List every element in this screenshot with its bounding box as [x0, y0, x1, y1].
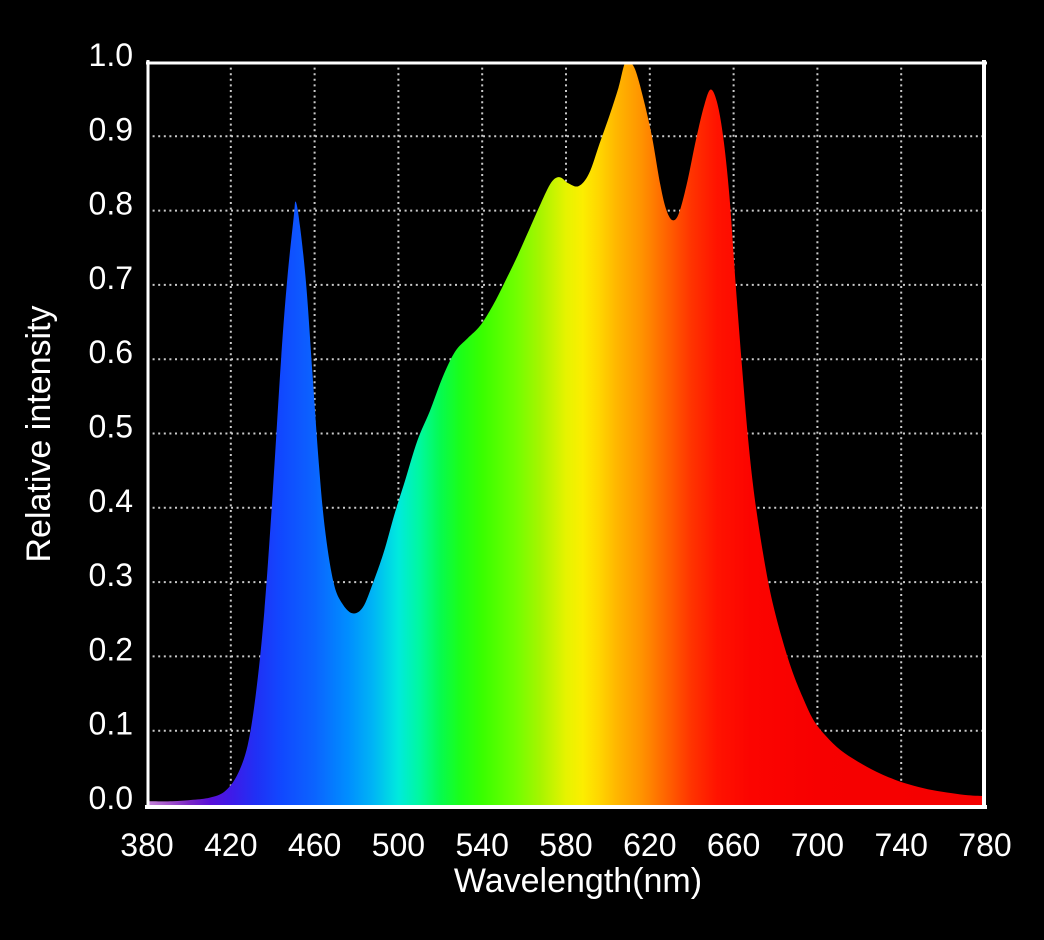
y-tick-label: 0.7: [89, 260, 133, 296]
y-tick-label: 0.5: [89, 409, 133, 445]
y-tick-label: 0.9: [89, 111, 133, 147]
plot-border: [145, 60, 987, 809]
spectrum-area-curve: [147, 62, 985, 805]
y-tick-label: 1.0: [89, 37, 133, 73]
y-tick-label: 0.2: [89, 631, 133, 667]
y-tick-label: 0.3: [89, 557, 133, 593]
x-axis-title: Wavelength(nm): [454, 862, 702, 900]
y-tick-label: 0.6: [89, 334, 133, 370]
x-tick-label: 380: [120, 827, 173, 863]
y-tick-label: 0.1: [89, 706, 133, 742]
x-tick-label: 620: [623, 827, 676, 863]
x-tick-label: 460: [288, 827, 341, 863]
x-tick-label: 660: [707, 827, 760, 863]
y-axis-tick-labels: 0.0 0.1 0.2 0.3 0.4 0.5 0.6 0.7 0.8 0.9 1.0: [89, 37, 133, 816]
x-tick-label: 740: [875, 827, 928, 863]
y-tick-label: 0.0: [89, 780, 133, 816]
y-tick-label: 0.8: [89, 186, 133, 222]
x-tick-label: 580: [539, 827, 592, 863]
x-tick-label: 780: [958, 827, 1011, 863]
y-axis-title: Relative intensity: [20, 305, 58, 562]
x-axis-tick-labels: 380 420 460 500 540 580 620 660 700 740 780: [120, 827, 1011, 863]
x-tick-label: 540: [456, 827, 509, 863]
x-tick-label: 500: [372, 827, 425, 863]
x-tick-label: 700: [791, 827, 844, 863]
x-tick-label: 420: [204, 827, 257, 863]
y-tick-label: 0.4: [89, 483, 133, 519]
